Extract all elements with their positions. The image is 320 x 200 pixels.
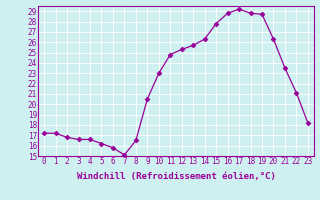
- X-axis label: Windchill (Refroidissement éolien,°C): Windchill (Refroidissement éolien,°C): [76, 172, 276, 181]
